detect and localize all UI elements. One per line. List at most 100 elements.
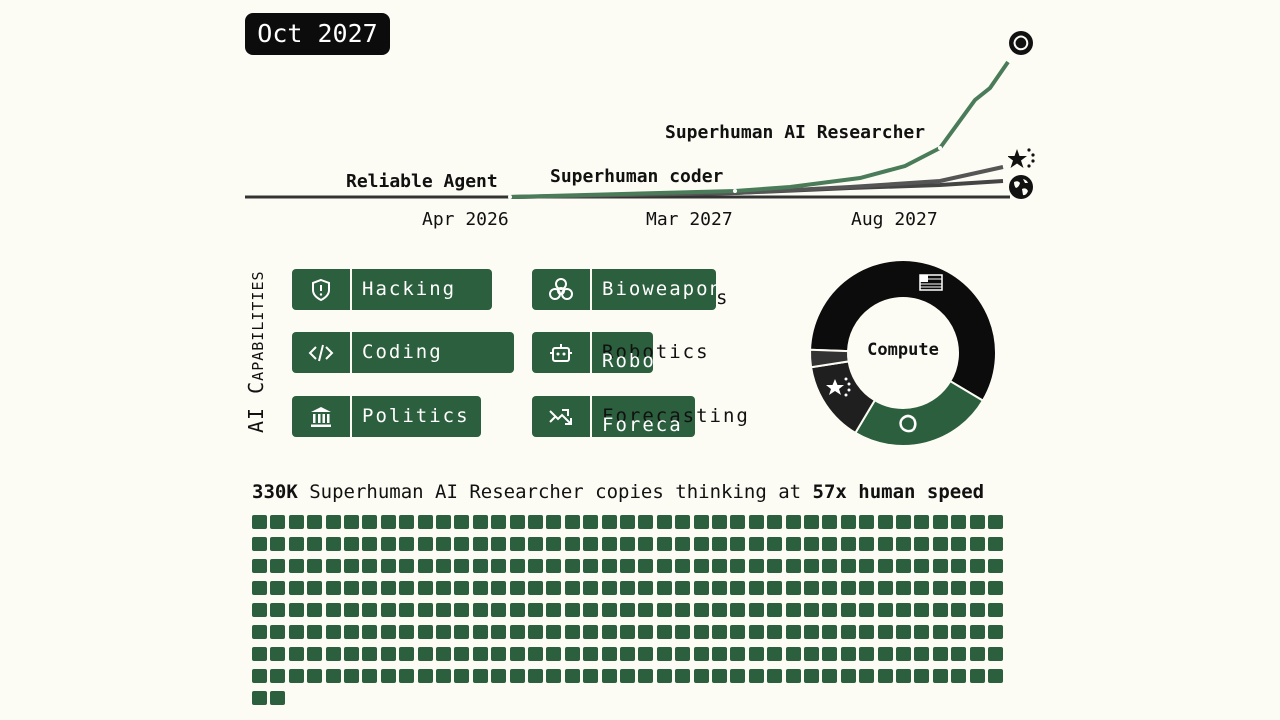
copy-square	[546, 559, 562, 573]
copy-square	[307, 647, 323, 661]
copy-square	[693, 647, 709, 661]
copy-square	[675, 515, 691, 529]
copy-square	[252, 647, 267, 661]
copy-square	[288, 625, 304, 639]
copy-square	[270, 603, 286, 617]
copy-square	[362, 647, 378, 661]
copy-square	[472, 559, 488, 573]
capabilities-axis-label: AI CAPABILITIES	[244, 270, 268, 433]
copy-square	[344, 581, 359, 595]
copy-square	[767, 669, 783, 683]
copy-square	[656, 515, 672, 529]
copy-square	[730, 581, 746, 595]
copy-square	[528, 647, 543, 661]
copy-square	[454, 669, 470, 683]
copy-square	[932, 581, 948, 595]
copy-square	[344, 603, 359, 617]
shield-alert-icon	[292, 269, 352, 310]
copy-square	[914, 647, 930, 661]
copy-square	[932, 603, 948, 617]
copy-square	[436, 581, 451, 595]
copy-square	[712, 537, 727, 551]
capability-forecasting: Forecasting Foreca	[532, 396, 748, 437]
copy-square	[252, 691, 267, 705]
copy-square	[270, 515, 286, 529]
copy-square	[436, 669, 451, 683]
copy-square	[675, 647, 691, 661]
copy-square	[528, 515, 543, 529]
copy-square	[748, 537, 764, 551]
copy-square	[638, 669, 654, 683]
copy-square	[436, 515, 451, 529]
copy-square	[767, 647, 783, 661]
copy-square	[840, 559, 856, 573]
copy-square	[656, 581, 672, 595]
capability-label: Bioweapons s	[602, 269, 736, 319]
openai-logo-icon	[1008, 30, 1034, 56]
copy-square	[583, 603, 599, 617]
copy-square	[472, 647, 488, 661]
copy-square	[620, 581, 635, 595]
copy-square	[638, 515, 654, 529]
copy-square	[601, 515, 617, 529]
copy-square	[785, 559, 801, 573]
copy-square	[896, 625, 911, 639]
copy-square	[620, 625, 635, 639]
copy-square	[417, 581, 433, 595]
copy-square	[951, 669, 967, 683]
copy-square	[914, 581, 930, 595]
copy-square	[344, 647, 359, 661]
copy-square	[896, 515, 911, 529]
copy-square	[932, 647, 948, 661]
copy-square	[472, 603, 488, 617]
copy-square	[638, 537, 654, 551]
date-badge: Oct 2027	[245, 13, 390, 55]
copy-square	[988, 515, 1003, 529]
copy-square	[730, 625, 746, 639]
tick-label: Apr 2026	[422, 209, 509, 230]
copy-square	[730, 559, 746, 573]
copy-square	[804, 515, 819, 529]
milestone-reliable-agent: Reliable Agent	[346, 171, 498, 192]
copy-square	[748, 581, 764, 595]
copy-square	[840, 669, 856, 683]
copy-square	[583, 515, 599, 529]
copy-square	[454, 559, 470, 573]
tick-label: Aug 2027	[851, 209, 938, 230]
copy-square	[969, 559, 985, 573]
copy-square	[859, 559, 875, 573]
copy-square	[509, 537, 525, 551]
copy-square	[380, 581, 396, 595]
copy-square	[399, 581, 415, 595]
copy-square	[859, 537, 875, 551]
copy-square	[859, 625, 875, 639]
copy-square	[767, 625, 783, 639]
copy-square	[748, 515, 764, 529]
capability-label: Robotics Robo	[602, 341, 710, 372]
copy-square	[656, 537, 672, 551]
copy-square	[638, 647, 654, 661]
copy-square	[656, 647, 672, 661]
milestone-dot	[508, 195, 512, 199]
capability-label: Hacking	[362, 278, 457, 300]
copy-square	[270, 625, 286, 639]
copy-square	[859, 603, 875, 617]
copy-square	[951, 537, 967, 551]
copy-square	[804, 537, 819, 551]
copy-square	[914, 669, 930, 683]
copy-square	[472, 515, 488, 529]
copy-square	[730, 537, 746, 551]
capability-bar-fill	[292, 332, 514, 373]
copy-square	[840, 603, 856, 617]
copy-square	[988, 537, 1003, 551]
copy-square	[417, 669, 433, 683]
copy-square	[528, 669, 543, 683]
copy-square	[307, 603, 323, 617]
copy-square	[822, 603, 838, 617]
copy-square	[693, 559, 709, 573]
capability-bioweapons: Bioweapons s	[532, 269, 736, 319]
copy-square	[325, 603, 341, 617]
capability-hacking: Hacking	[292, 269, 492, 310]
copy-square	[583, 647, 599, 661]
copy-square	[896, 647, 911, 661]
